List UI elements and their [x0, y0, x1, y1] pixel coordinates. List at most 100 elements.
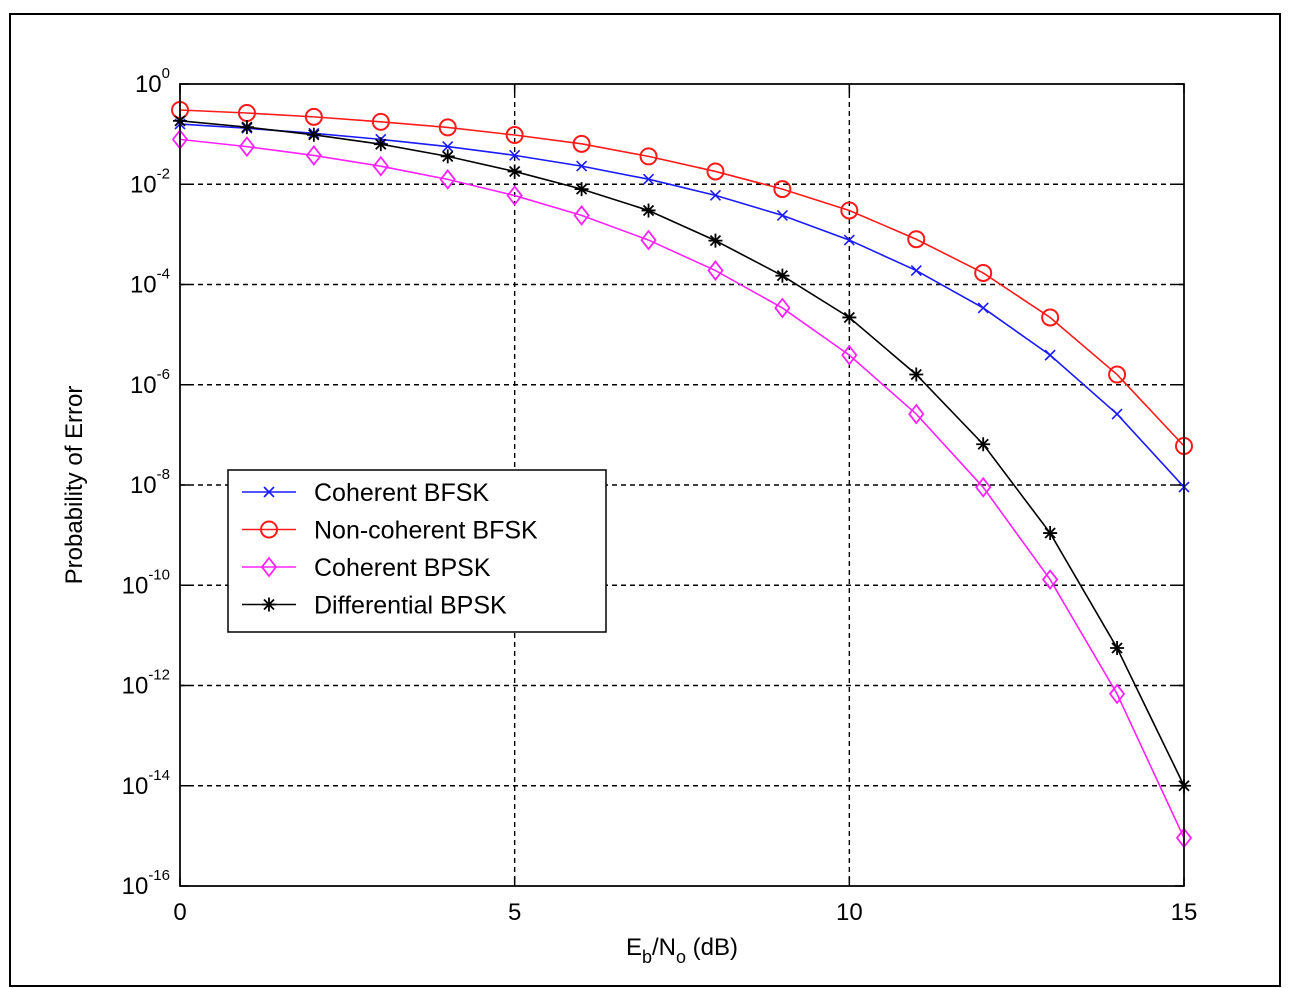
- legend-entry: Non-coherent BFSK: [242, 517, 538, 545]
- y-tick-exponent: -14: [148, 767, 170, 784]
- data-point: [640, 229, 657, 251]
- data-point: [841, 344, 858, 366]
- y-tick-exponent: -10: [148, 566, 170, 583]
- y-tick-base: 10: [130, 272, 157, 299]
- data-point: [507, 164, 522, 179]
- legend-marker: [260, 520, 278, 539]
- data-point: [907, 230, 926, 249]
- y-tick-exponent: -4: [157, 266, 170, 283]
- y-tick-exponent: 0: [162, 65, 170, 82]
- data-point: [505, 126, 524, 145]
- series-non-coherent-bfsk: [171, 100, 1193, 455]
- y-tick-base: 10: [122, 773, 149, 800]
- data-point: [1108, 365, 1127, 384]
- legend-marker: [260, 556, 278, 578]
- data-point: [574, 182, 589, 197]
- y-tick-base: 10: [130, 472, 157, 499]
- y-tick-label: 10-12: [122, 667, 170, 700]
- data-point: [442, 140, 454, 153]
- series-coherent-bpsk: [171, 128, 1193, 849]
- data-point: [1111, 408, 1123, 420]
- y-tick-base: 10: [135, 71, 162, 98]
- y-tick-base: 10: [130, 171, 157, 198]
- y-tick-base: 10: [122, 873, 149, 900]
- data-point: [440, 149, 455, 164]
- data-point: [639, 147, 658, 166]
- y-tick-label: 10-8: [130, 466, 170, 499]
- x-axis-label: Eb/No (dB): [626, 934, 738, 967]
- data-point: [576, 160, 588, 172]
- legend-entry: Differential BPSK: [242, 592, 507, 620]
- y-tick-exponent: -12: [148, 667, 170, 684]
- data-point: [304, 107, 323, 126]
- data-point: [707, 260, 724, 281]
- data-point: [239, 120, 254, 135]
- series-line: [179, 109, 1185, 447]
- plot-area-border: [179, 83, 1185, 887]
- x-tick-label: 10: [836, 899, 863, 926]
- y-tick-label: 10-16: [122, 867, 170, 900]
- y-tick-label: 10-10: [122, 566, 170, 599]
- data-point: [439, 168, 456, 190]
- x-tick-label: 0: [173, 899, 186, 926]
- data-point: [909, 367, 924, 382]
- legend-label: Non-coherent BFSK: [314, 517, 538, 545]
- data-point: [1044, 349, 1056, 361]
- series-line: [179, 138, 1185, 839]
- y-tick-label: 10-14: [122, 767, 170, 800]
- data-point: [975, 476, 992, 498]
- data-point: [373, 137, 388, 152]
- data-point: [976, 437, 991, 452]
- data-point: [371, 112, 390, 131]
- data-point: [776, 209, 788, 221]
- y-tick-base: 10: [122, 673, 149, 700]
- data-point: [974, 263, 993, 282]
- legend-marker: [263, 486, 275, 498]
- series: [171, 100, 1193, 849]
- data-point: [977, 302, 989, 314]
- data-point: [372, 155, 389, 177]
- data-point: [641, 203, 656, 218]
- data-point: [305, 145, 323, 166]
- data-point: [1110, 640, 1125, 655]
- y-axis-label: Probability of Error: [61, 386, 88, 585]
- data-point: [908, 403, 925, 425]
- legend-label: Differential BPSK: [314, 592, 507, 620]
- data-point: [509, 149, 521, 161]
- data-point: [708, 233, 723, 248]
- series-line: [179, 123, 1185, 488]
- x-tick-label: 15: [1171, 899, 1198, 926]
- x-tick-labels: 0 5 10 15: [173, 899, 1197, 926]
- y-tick-label: 10-6: [130, 366, 170, 399]
- data-point: [1108, 683, 1126, 705]
- data-point: [1043, 526, 1058, 541]
- legend-entry: Coherent BPSK: [242, 554, 491, 582]
- series-line: [179, 120, 1185, 787]
- legend-label: Coherent BFSK: [314, 479, 489, 507]
- data-point: [306, 127, 321, 142]
- data-point: [910, 264, 922, 277]
- data-point: [774, 297, 791, 319]
- data-point: [572, 134, 591, 153]
- legend-marker: [262, 597, 276, 612]
- y-tick-exponent: -2: [157, 165, 170, 182]
- y-tick-exponent: -6: [157, 366, 170, 383]
- y-tick-base: 10: [130, 372, 157, 399]
- y-tick-label: 10-2: [130, 165, 170, 198]
- y-tick-base: 10: [122, 572, 149, 599]
- y-tick-label: 10-4: [130, 266, 170, 299]
- data-point: [840, 201, 859, 220]
- data-point: [238, 136, 256, 158]
- y-tick-exponent: -16: [148, 867, 170, 884]
- y-tick-exponent: -8: [157, 466, 170, 483]
- legend-entry: Coherent BFSK: [242, 479, 489, 507]
- data-point: [706, 162, 725, 181]
- data-point: [843, 234, 855, 246]
- data-point: [642, 173, 655, 185]
- legend: Coherent BFSK Non-coherent BFSK Coherent B…: [227, 469, 607, 633]
- data-point: [773, 180, 792, 199]
- data-point: [1041, 308, 1060, 327]
- data-point: [438, 118, 457, 137]
